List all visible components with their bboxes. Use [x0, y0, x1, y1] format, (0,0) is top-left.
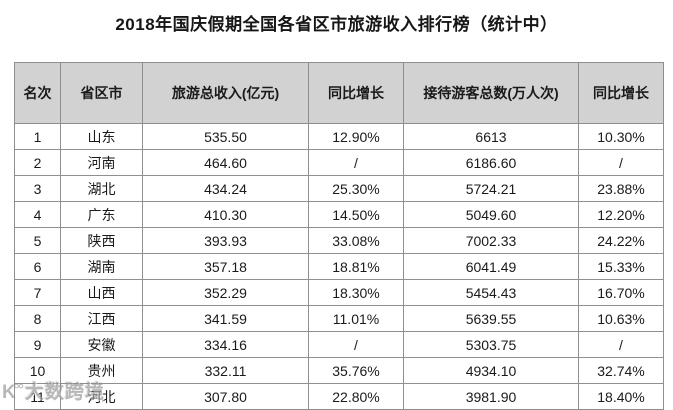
table-row: 11 河北 307.80 22.80% 3981.90 18.40%: [14, 383, 664, 410]
table-header-row: 名次 省区市 旅游总收入(亿元) 同比增长 接待游客总数(万人次) 同比增长: [14, 62, 664, 124]
cell-rank: 2: [14, 149, 61, 176]
column-header-revenue: 旅游总收入(亿元): [142, 62, 309, 124]
cell-visitors: 4934.10: [403, 357, 579, 384]
cell-revenue-growth: 35.76%: [308, 357, 404, 384]
cell-revenue: 464.60: [142, 149, 309, 176]
column-header-rank: 名次: [14, 62, 61, 124]
cell-rank: 7: [14, 279, 61, 306]
cell-revenue-growth: 18.30%: [308, 279, 404, 306]
cell-province: 湖南: [60, 253, 143, 280]
cell-revenue-growth: /: [308, 331, 404, 358]
cell-province: 河北: [60, 383, 143, 410]
cell-revenue-growth: 12.90%: [308, 123, 404, 150]
cell-revenue-growth: 25.30%: [308, 175, 404, 202]
cell-rank: 11: [14, 383, 61, 410]
cell-visitors-growth: 16.70%: [578, 279, 664, 306]
cell-rank: 6: [14, 253, 61, 280]
table-row: 7 山西 352.29 18.30% 5454.43 16.70%: [14, 279, 664, 306]
cell-revenue: 332.11: [142, 357, 309, 384]
cell-revenue-growth: 22.80%: [308, 383, 404, 410]
cell-province: 湖北: [60, 175, 143, 202]
cell-province: 江西: [60, 305, 143, 332]
cell-visitors: 5724.21: [403, 175, 579, 202]
table-row: 2 河南 464.60/6186.60/: [14, 149, 664, 176]
cell-revenue-growth: 18.81%: [308, 253, 404, 280]
cell-visitors-growth: 32.74%: [578, 357, 664, 384]
cell-revenue: 357.18: [142, 253, 309, 280]
cell-rank: 8: [14, 305, 61, 332]
cell-province: 陕西: [60, 227, 143, 254]
table-row: 1 山东 535.50 12.90% 6613 10.30%: [14, 123, 664, 150]
cell-visitors: 6613: [403, 123, 579, 150]
cell-visitors: 3981.90: [403, 383, 579, 410]
table-row: 6 湖南 357.18 18.81% 6041.49 15.33%: [14, 253, 664, 280]
cell-visitors: 5049.60: [403, 201, 579, 228]
cell-revenue-growth: 33.08%: [308, 227, 404, 254]
table-body: 1 山东 535.50 12.90% 6613 10.30% 2 河南 464.60/6186.…: [14, 123, 664, 410]
table-row: 10 贵州 332.11 35.76% 4934.10 32.74%: [14, 357, 664, 384]
cell-visitors: 5639.55: [403, 305, 579, 332]
cell-revenue: 434.24: [142, 175, 309, 202]
cell-revenue: 410.30: [142, 201, 309, 228]
cell-revenue: 535.50: [142, 123, 309, 150]
cell-rank: 3: [14, 175, 61, 202]
cell-visitors: 5303.75: [403, 331, 579, 358]
cell-province: 广东: [60, 201, 143, 228]
table-row: 3 湖北 434.24 25.30% 5724.21 23.88%: [14, 175, 664, 202]
column-header-revenue-growth: 同比增长: [308, 62, 404, 124]
cell-province: 河南: [60, 149, 143, 176]
column-header-visitors: 接待游客总数(万人次): [403, 62, 579, 124]
table-row: 5 陕西 393.93 33.08% 7002.33 24.22%: [14, 227, 664, 254]
cell-revenue-growth: /: [308, 149, 404, 176]
cell-rank: 9: [14, 331, 61, 358]
cell-visitors-growth: 15.33%: [578, 253, 664, 280]
cell-visitors-growth: 12.20%: [578, 201, 664, 228]
cell-visitors-growth: /: [578, 331, 664, 358]
cell-visitors-growth: 18.40%: [578, 383, 664, 410]
cell-visitors-growth: 10.30%: [578, 123, 664, 150]
cell-rank: 4: [14, 201, 61, 228]
cell-visitors: 7002.33: [403, 227, 579, 254]
cell-province: 山东: [60, 123, 143, 150]
tourism-ranking-table: 名次 省区市 旅游总收入(亿元) 同比增长 接待游客总数(万人次) 同比增长 1 山东 535…: [14, 62, 664, 410]
cell-visitors: 6041.49: [403, 253, 579, 280]
column-header-visitors-growth: 同比增长: [578, 62, 664, 124]
cell-revenue-growth: 14.50%: [308, 201, 404, 228]
cell-visitors-growth: 24.22%: [578, 227, 664, 254]
cell-visitors-growth: 10.63%: [578, 305, 664, 332]
cell-rank: 10: [14, 357, 61, 384]
cell-province: 安徽: [60, 331, 143, 358]
cell-revenue: 352.29: [142, 279, 309, 306]
cell-revenue: 341.59: [142, 305, 309, 332]
cell-visitors-growth: /: [578, 149, 664, 176]
cell-revenue: 393.93: [142, 227, 309, 254]
table-row: 9 安徽 334.16/5303.75/: [14, 331, 664, 358]
cell-province: 贵州: [60, 357, 143, 384]
cell-revenue-growth: 11.01%: [308, 305, 404, 332]
cell-revenue: 334.16: [142, 331, 309, 358]
table-row: 4 广东 410.30 14.50% 5049.60 12.20%: [14, 201, 664, 228]
cell-province: 山西: [60, 279, 143, 306]
table-row: 8 江西 341.59 11.01% 5639.55 10.63%: [14, 305, 664, 332]
cell-rank: 1: [14, 123, 61, 150]
cell-visitors-growth: 23.88%: [578, 175, 664, 202]
cell-visitors: 6186.60: [403, 149, 579, 176]
column-header-province: 省区市: [60, 62, 143, 124]
cell-visitors: 5454.43: [403, 279, 579, 306]
cell-revenue: 307.80: [142, 383, 309, 410]
page-title: 2018年国庆假期全国各省区市旅游收入排行榜（统计中）: [115, 15, 558, 34]
cell-rank: 5: [14, 227, 61, 254]
